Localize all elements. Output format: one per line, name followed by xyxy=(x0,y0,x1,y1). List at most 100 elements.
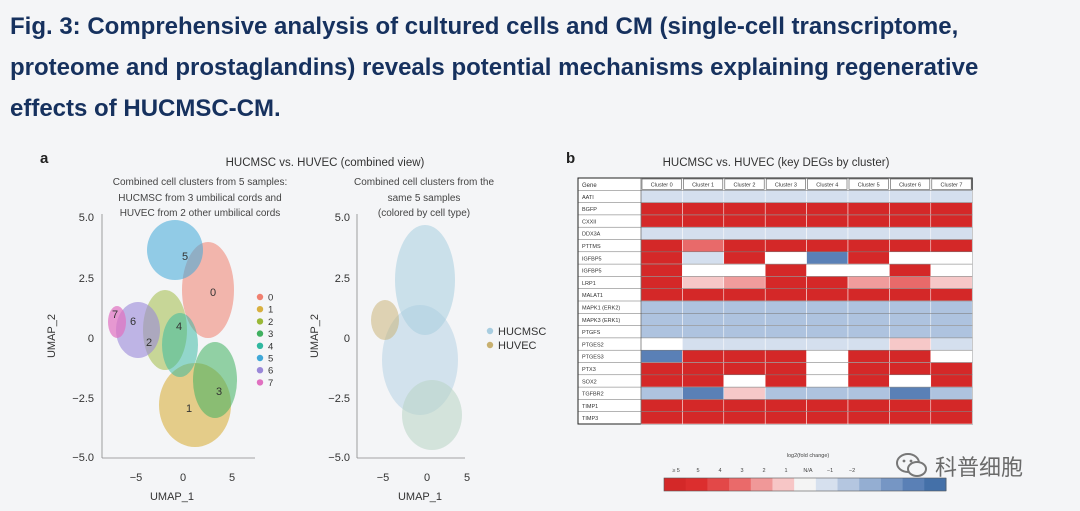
legend-label-celltype: HUVEC xyxy=(498,340,537,352)
legend-dot-celltype xyxy=(486,341,494,349)
heatmap-gene-label: DDX3A xyxy=(582,232,601,238)
heatmap-cell xyxy=(889,239,932,253)
heatmap-cell xyxy=(889,300,932,314)
heatmap-cell xyxy=(723,202,766,216)
left-ytick: −5.0 xyxy=(72,452,94,464)
heatmap-cell xyxy=(764,325,807,339)
legend-dot-celltype xyxy=(486,327,494,335)
scale-swatch xyxy=(924,478,947,491)
heatmap-cell xyxy=(723,239,766,253)
scale-tick-label: −1 xyxy=(827,468,833,474)
heatmap-cell xyxy=(682,313,725,326)
heatmap-cell xyxy=(889,313,932,326)
cluster-2-label: 2 xyxy=(146,337,152,349)
heatmap-column-header-cell xyxy=(683,178,724,190)
heatmap-cell xyxy=(764,202,807,216)
heatmap-column-header-cell xyxy=(890,178,931,190)
heatmap-cell xyxy=(889,251,932,265)
heatmap-cell xyxy=(640,313,683,326)
heatmap-gene-label: PTX3 xyxy=(582,367,596,373)
heatmap-cell xyxy=(889,349,932,363)
heatmap-cell xyxy=(764,349,807,363)
heatmap-cell xyxy=(682,399,725,412)
cluster-1-label: 1 xyxy=(186,403,192,415)
heatmap-gene-label: SOX2 xyxy=(582,379,597,385)
heatmap-cell xyxy=(682,202,725,216)
heatmap-cell xyxy=(806,263,849,277)
heatmap-column-header: Cluster 3 xyxy=(775,183,797,189)
heatmap-cell xyxy=(682,337,725,351)
heatmap-gene-header: Gene xyxy=(582,183,597,189)
right-ylabel: UMAP_2 xyxy=(309,314,321,358)
cluster-3-blob xyxy=(193,342,237,418)
legend-dot-cluster-5 xyxy=(256,354,264,362)
cluster-6-blob xyxy=(116,302,160,358)
scale-swatch xyxy=(859,478,882,491)
heatmap-gene-label: PTGES3 xyxy=(582,355,604,361)
heatmap-cell xyxy=(640,239,683,253)
heatmap-cell xyxy=(723,226,766,240)
heatmap-cell xyxy=(723,288,766,302)
heatmap-cell xyxy=(723,386,766,400)
heatmap-cell xyxy=(889,226,932,240)
heatmap-cell xyxy=(930,263,973,277)
left-ytick: 0 xyxy=(88,333,94,345)
cluster-7-label: 7 xyxy=(112,309,118,321)
heatmap-cell xyxy=(723,325,766,339)
scale-swatch xyxy=(794,478,817,491)
right-subtitle-line-3: (colored by cell type) xyxy=(378,208,470,219)
hucmsc-blob xyxy=(402,380,462,450)
heatmap-cell xyxy=(723,276,766,289)
heatmap-cell xyxy=(806,386,849,400)
heatmap-cell xyxy=(930,276,973,289)
scale-tick-label: 1 xyxy=(784,468,787,474)
scale-tick-label: 2 xyxy=(762,468,765,474)
heatmap-cell xyxy=(806,337,849,351)
scale-title: log2(fold change) xyxy=(787,453,830,459)
heatmap-cell xyxy=(682,349,725,363)
heatmap-column-header: Cluster 7 xyxy=(940,183,962,189)
heatmap-cell xyxy=(889,386,932,400)
heatmap-cell xyxy=(847,374,890,388)
heatmap-cell xyxy=(640,276,683,289)
heatmap-cell xyxy=(930,386,973,400)
heatmap-cell xyxy=(764,263,807,277)
heatmap-cell xyxy=(806,362,849,376)
right-xtick: 5 xyxy=(464,472,470,484)
legend-label-cluster: 7 xyxy=(268,378,273,389)
watermark-text: 科普细胞 xyxy=(935,456,1024,481)
heatmap-column-header-cell xyxy=(807,178,848,190)
heatmap-cell xyxy=(930,411,973,425)
right-umap-axes: 5.0 2.5 0 −2.5 −5.0 −5 0 5 UMAP_1 UMAP_2 xyxy=(309,212,470,503)
heatmap-cell xyxy=(682,288,725,302)
heatmap-cell xyxy=(723,374,766,388)
heatmap-column-header-cell xyxy=(724,178,765,190)
scale-tick-label: 4 xyxy=(718,468,721,474)
heatmap-cell xyxy=(764,190,807,203)
heatmap-cell xyxy=(723,214,766,228)
legend-dot-cluster-1 xyxy=(256,306,264,313)
heatmap-cell xyxy=(723,399,766,412)
heatmap-cell xyxy=(806,374,849,388)
right-ytick: 5.0 xyxy=(335,212,350,224)
heatmap-cell xyxy=(640,190,683,203)
scale-swatch xyxy=(880,478,904,491)
heatmap-gene-label: TGFBR2 xyxy=(582,392,604,398)
legend-label-cluster: 4 xyxy=(268,341,273,352)
caption-line-3: effects of HUCMSC-CM. xyxy=(10,95,281,122)
heatmap-cell xyxy=(764,214,807,228)
heatmap-gene-label: TIMP1 xyxy=(582,404,598,410)
heatmap-cell xyxy=(930,313,973,326)
heatmap-cell xyxy=(847,399,890,412)
heatmap-cell xyxy=(889,202,932,216)
right-ytick: 2.5 xyxy=(335,273,350,285)
heatmap-gene-label: PTGFS xyxy=(582,330,601,336)
legend-label-cluster: 0 xyxy=(268,293,273,304)
heatmap-cell xyxy=(764,337,807,351)
heatmap-cell xyxy=(682,325,725,339)
left-xtick: −5 xyxy=(130,472,143,484)
heatmap-cell xyxy=(847,386,890,400)
legend-label-celltype: HUCMSC xyxy=(498,326,546,338)
heatmap-gene-label: PTTMS xyxy=(582,244,601,250)
legend-dot-cluster-2 xyxy=(256,318,264,325)
